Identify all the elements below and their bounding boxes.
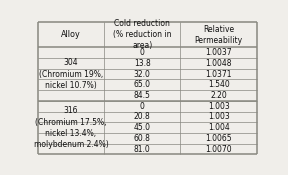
Text: 1.0070: 1.0070 bbox=[205, 145, 232, 153]
Text: 316
(Chromium 17.5%,
nickel 13.4%,
molybdenum 2.4%): 316 (Chromium 17.5%, nickel 13.4%, molyb… bbox=[34, 106, 108, 149]
Text: Alloy: Alloy bbox=[61, 30, 81, 39]
Text: 1.004: 1.004 bbox=[208, 123, 230, 132]
Text: 1.003: 1.003 bbox=[208, 102, 230, 111]
Text: 1.540: 1.540 bbox=[208, 80, 230, 89]
Text: 45.0: 45.0 bbox=[134, 123, 151, 132]
Text: 2.20: 2.20 bbox=[210, 91, 227, 100]
Text: 1.0065: 1.0065 bbox=[205, 134, 232, 143]
Text: 60.8: 60.8 bbox=[134, 134, 151, 143]
Text: Cold reduction
(% reduction in
area): Cold reduction (% reduction in area) bbox=[113, 19, 171, 50]
Text: 65.0: 65.0 bbox=[134, 80, 151, 89]
Text: Relative
Permeability: Relative Permeability bbox=[195, 25, 243, 45]
Text: 1.003: 1.003 bbox=[208, 112, 230, 121]
Text: 1.0371: 1.0371 bbox=[205, 69, 232, 79]
Text: 1.0037: 1.0037 bbox=[205, 48, 232, 57]
Text: 20.8: 20.8 bbox=[134, 112, 151, 121]
Text: 0: 0 bbox=[140, 102, 145, 111]
Text: 32.0: 32.0 bbox=[134, 69, 151, 79]
Text: 304
(Chromium 19%,
nickel 10.7%): 304 (Chromium 19%, nickel 10.7%) bbox=[39, 58, 103, 90]
Text: 81.0: 81.0 bbox=[134, 145, 151, 153]
Text: 1.0048: 1.0048 bbox=[205, 59, 232, 68]
Text: 0: 0 bbox=[140, 48, 145, 57]
Text: 13.8: 13.8 bbox=[134, 59, 151, 68]
Text: 84.5: 84.5 bbox=[134, 91, 151, 100]
